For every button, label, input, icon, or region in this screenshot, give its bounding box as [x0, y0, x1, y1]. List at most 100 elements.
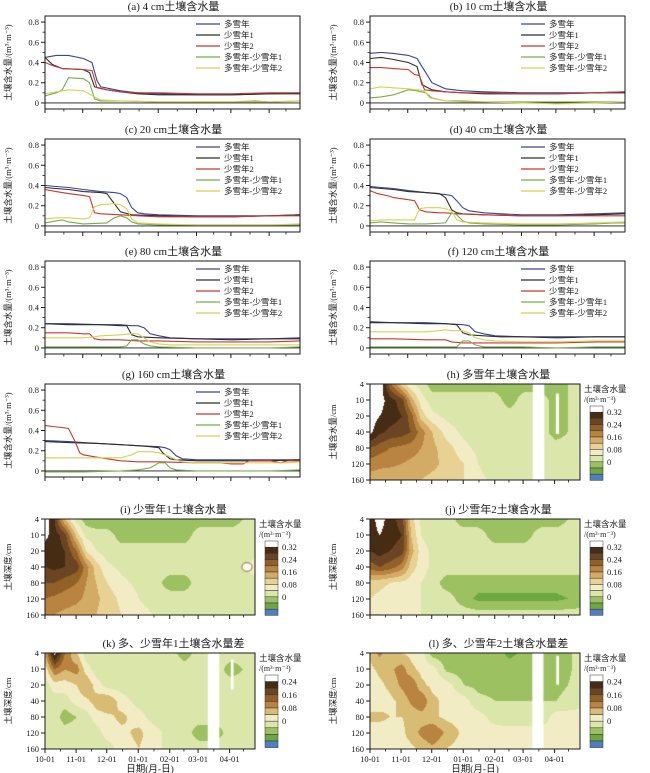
svg-text:/(m³·m⁻³): /(m³·m⁻³) [259, 530, 291, 539]
svg-text:0.6: 0.6 [28, 160, 39, 170]
panel-a-title: (a) 4 cm土壤含水量 [127, 1, 220, 13]
svg-text:少雪年1: 少雪年1 [224, 398, 254, 408]
svg-text:少雪年2: 少雪年2 [549, 286, 579, 296]
line-plot-svg: 0 0.2 0.4 0.6 0.8 多雪年少雪年1少雪年2多雪年-少雪年1多雪年-少雪年2… [3, 383, 301, 481]
svg-text:0.8: 0.8 [353, 140, 364, 150]
svg-text:少雪年2: 少雪年2 [224, 41, 254, 51]
svg-text:0.32: 0.32 [607, 407, 622, 417]
svg-text:多雪年-少雪年2: 多雪年-少雪年2 [224, 63, 282, 73]
svg-text:少雪年2: 少雪年2 [549, 41, 579, 51]
svg-text:0: 0 [607, 457, 611, 467]
svg-text:0.24: 0.24 [607, 677, 623, 687]
svg-text:0.24: 0.24 [607, 420, 623, 430]
svg-text:多雪年: 多雪年 [549, 142, 575, 152]
svg-text:0.16: 0.16 [607, 690, 622, 700]
panel-c: (c) 20 cm土壤含水量 0 0.2 0.4 0.6 0.8 多雪年 少雪年1 少雪年2 多… [0, 123, 325, 245]
svg-text:土壤深度/cm: 土壤深度/cm [328, 543, 338, 590]
svg-text:0: 0 [360, 221, 364, 231]
svg-text:80: 80 [31, 578, 40, 588]
svg-text:20: 20 [356, 411, 365, 421]
svg-text:01-01: 01-01 [453, 754, 473, 764]
svg-text:0.08: 0.08 [607, 579, 622, 589]
svg-text:10: 10 [31, 664, 40, 674]
panel-e: (e) 80 cm土壤含水量 0 0.2 0.4 0.6 0.8 多雪年 少雪年1 少雪年2 多… [0, 245, 325, 368]
panel-d-title: (d) 40 cm土壤含水量 [449, 124, 548, 136]
panel-e-plot: 0 0.2 0.4 0.6 0.8 多雪年 少雪年1 少雪年2 多雪年-少雪年1 多雪年-少雪年2… [0, 259, 325, 368]
svg-text:少雪年2: 少雪年2 [224, 164, 254, 174]
svg-text:多雪年: 多雪年 [549, 264, 575, 274]
panel-b-plot: 0 0.2 0.4 0.6 0.8 多雪年 少雪年1 少雪年2 多雪年-少雪年1 多雪年-少雪年2… [325, 14, 650, 123]
svg-text:120: 120 [26, 594, 39, 604]
svg-text:土壤深度/cm: 土壤深度/cm [328, 677, 338, 724]
line-plot-svg: 0 0.2 0.4 0.6 0.8 多雪年少雪年1少雪年2多雪年-少雪年1多雪年-少雪年2… [328, 138, 626, 236]
svg-text:80: 80 [356, 578, 365, 588]
panel-h: (h) 多雪年土壤含水量 4 10 20 40 80 120 160 土壤含水量/cm 土壤含水… [325, 368, 650, 503]
svg-text:0.8: 0.8 [28, 385, 39, 395]
svg-text:20: 20 [356, 546, 365, 556]
svg-text:4: 4 [35, 651, 40, 658]
panel-i-plot: 4 10 20 40 80 120 160 土壤深度/cm 土壤含水量/(m³·m⁻³) 0.32… [0, 514, 325, 637]
svg-text:多雪年-少雪年1: 多雪年-少雪年1 [549, 175, 607, 185]
svg-text:0.8: 0.8 [28, 262, 39, 272]
svg-text:0.2: 0.2 [28, 446, 39, 456]
panel-k-plot: 4 10 20 40 80 120 160 10-01 11-01 12-01 01-01 02-01… [0, 648, 325, 773]
svg-text:土壤含水量: 土壤含水量 [584, 384, 627, 394]
svg-text:多雪年-少雪年1: 多雪年-少雪年1 [224, 175, 282, 185]
svg-text:0.4: 0.4 [353, 181, 364, 191]
svg-text:多雪年: 多雪年 [224, 264, 250, 274]
svg-text:土壤含水量/(m³·m⁻³): 土壤含水量/(m³·m⁻³) [328, 269, 338, 345]
svg-text:0.4: 0.4 [28, 426, 39, 436]
svg-text:120: 120 [351, 594, 364, 604]
svg-text:0.08: 0.08 [282, 703, 297, 713]
panel-k-title: (k) 多、少雪年1土壤含水量差 [102, 638, 245, 650]
panel-h-plot: 4 10 20 40 80 120 160 土壤含水量/cm 土壤含水量/(m³·m⁻³) 0.3… [325, 379, 650, 503]
svg-text:少雪年1: 少雪年1 [224, 275, 254, 285]
svg-text:0: 0 [282, 592, 286, 602]
svg-text:土壤深度/cm: 土壤深度/cm [3, 543, 13, 590]
svg-text:0.4: 0.4 [28, 181, 39, 191]
svg-text:多雪年-少雪年2: 多雪年-少雪年2 [549, 186, 607, 196]
svg-text:4: 4 [360, 517, 365, 524]
svg-text:土壤含水量: 土壤含水量 [584, 653, 627, 663]
svg-text:0.08: 0.08 [607, 444, 622, 454]
svg-text:0.8: 0.8 [353, 262, 364, 272]
svg-text:11-01: 11-01 [66, 754, 86, 764]
svg-text:0.08: 0.08 [607, 703, 622, 713]
panel-d: (d) 40 cm土壤含水量 0 0.2 0.4 0.6 0.8 多雪年 少雪年1 少雪年2 多… [325, 123, 650, 245]
svg-text:土壤含水量: 土壤含水量 [584, 519, 627, 529]
svg-text:0: 0 [35, 221, 39, 231]
svg-text:日期(月-日): 日期(月-日) [451, 764, 499, 773]
svg-text:少雪年2: 少雪年2 [224, 286, 254, 296]
svg-text:多雪年-少雪年1: 多雪年-少雪年1 [224, 52, 282, 62]
svg-text:土壤含水量/(m³·m⁻³): 土壤含水量/(m³·m⁻³) [328, 24, 338, 100]
svg-text:多雪年-少雪年2: 多雪年-少雪年2 [224, 186, 282, 196]
svg-text:40: 40 [31, 562, 40, 572]
svg-text:80: 80 [31, 712, 40, 722]
svg-text:0.6: 0.6 [353, 282, 364, 292]
svg-text:03-01: 03-01 [188, 754, 208, 764]
svg-text:0.32: 0.32 [607, 542, 622, 552]
panel-l-title: (l) 多、少雪年2土壤含水量差 [428, 638, 569, 650]
panel-c-plot: 0 0.2 0.4 0.6 0.8 多雪年 少雪年1 少雪年2 多雪年-少雪年1 多雪年-少雪年2… [0, 137, 325, 245]
svg-text:0.6: 0.6 [28, 282, 39, 292]
svg-text:02-01: 02-01 [160, 754, 180, 764]
svg-text:日期(月-日): 日期(月-日) [126, 764, 174, 773]
svg-text:0: 0 [607, 592, 611, 602]
svg-text:多雪年-少雪年2: 多雪年-少雪年2 [549, 308, 607, 318]
svg-text:20: 20 [31, 546, 40, 556]
svg-text:120: 120 [351, 459, 364, 469]
svg-text:4: 4 [360, 651, 365, 658]
svg-text:160: 160 [351, 744, 364, 754]
panel-b: (b) 10 cm土壤含水量 0 0.2 0.4 0.6 0.8 多雪年 少雪年1 少雪年2 多… [325, 0, 650, 123]
svg-text:少雪年1: 少雪年1 [224, 30, 254, 40]
svg-text:少雪年2: 少雪年2 [224, 409, 254, 419]
svg-text:40: 40 [356, 562, 365, 572]
panel-i: (i) 少雪年1土壤含水量 4 10 20 40 80 120 160 土壤深度/cm 土壤含水… [0, 503, 325, 637]
svg-text:/(m³·m⁻³): /(m³·m⁻³) [584, 395, 616, 404]
svg-text:160: 160 [351, 475, 364, 485]
svg-text:20: 20 [31, 680, 40, 690]
contour-plot-svg: 4 10 20 40 80 120 160 土壤深度/cm 土壤含水量/(m³·m⁻³) 0.32… [328, 514, 627, 620]
svg-text:80: 80 [356, 443, 365, 453]
svg-text:多雪年: 多雪年 [224, 19, 250, 29]
